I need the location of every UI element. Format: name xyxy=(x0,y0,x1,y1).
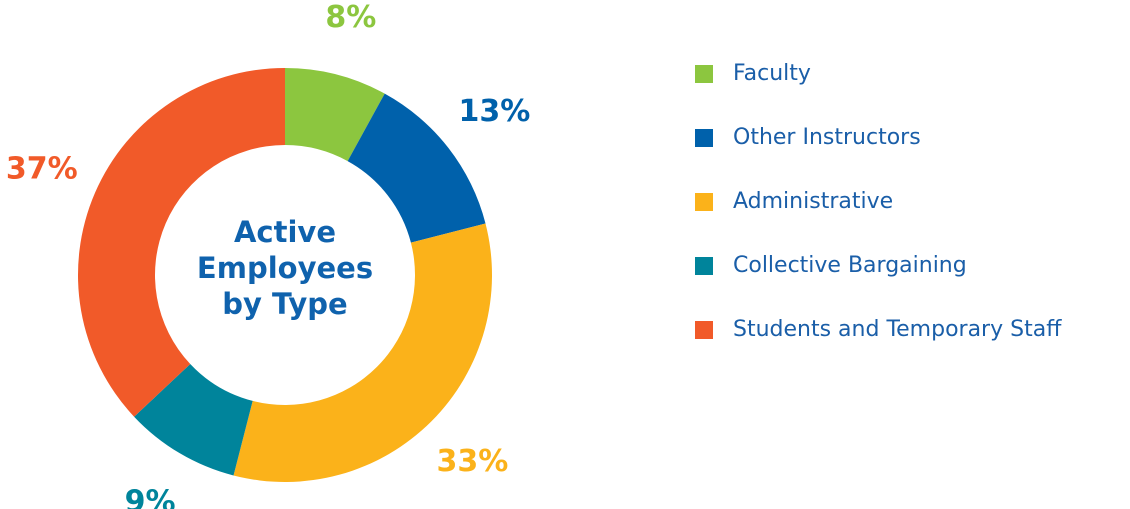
legend-swatch xyxy=(695,321,713,339)
data-label: 13% xyxy=(458,94,530,129)
legend-swatch xyxy=(695,129,713,147)
data-label: 37% xyxy=(6,151,78,186)
donut-slice xyxy=(134,363,253,476)
chart-title: Active Employees by Type xyxy=(196,215,374,321)
legend-label: Other Instructors xyxy=(733,125,921,150)
legend-swatch xyxy=(695,193,713,211)
legend-swatch xyxy=(695,65,713,83)
legend-label: Students and Temporary Staff xyxy=(733,317,1062,342)
donut-slice xyxy=(285,68,385,162)
data-label: 33% xyxy=(436,444,508,479)
donut-slice xyxy=(347,93,486,243)
data-label: 9% xyxy=(125,485,176,509)
legend-swatch xyxy=(695,257,713,275)
legend-label: Faculty xyxy=(733,61,811,86)
legend-label: Administrative xyxy=(733,189,893,214)
donut-slice xyxy=(77,68,286,417)
donut-slice xyxy=(233,223,493,483)
data-label: 8% xyxy=(325,0,376,35)
legend-label: Collective Bargaining xyxy=(733,253,967,278)
